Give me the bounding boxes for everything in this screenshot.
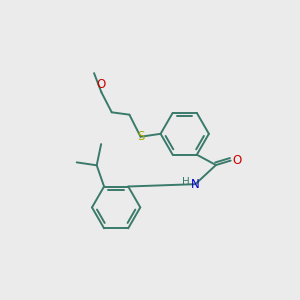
Text: O: O [97,78,106,92]
Text: S: S [137,130,144,143]
Text: N: N [191,178,200,191]
Text: O: O [232,154,242,167]
Text: H: H [182,177,190,187]
